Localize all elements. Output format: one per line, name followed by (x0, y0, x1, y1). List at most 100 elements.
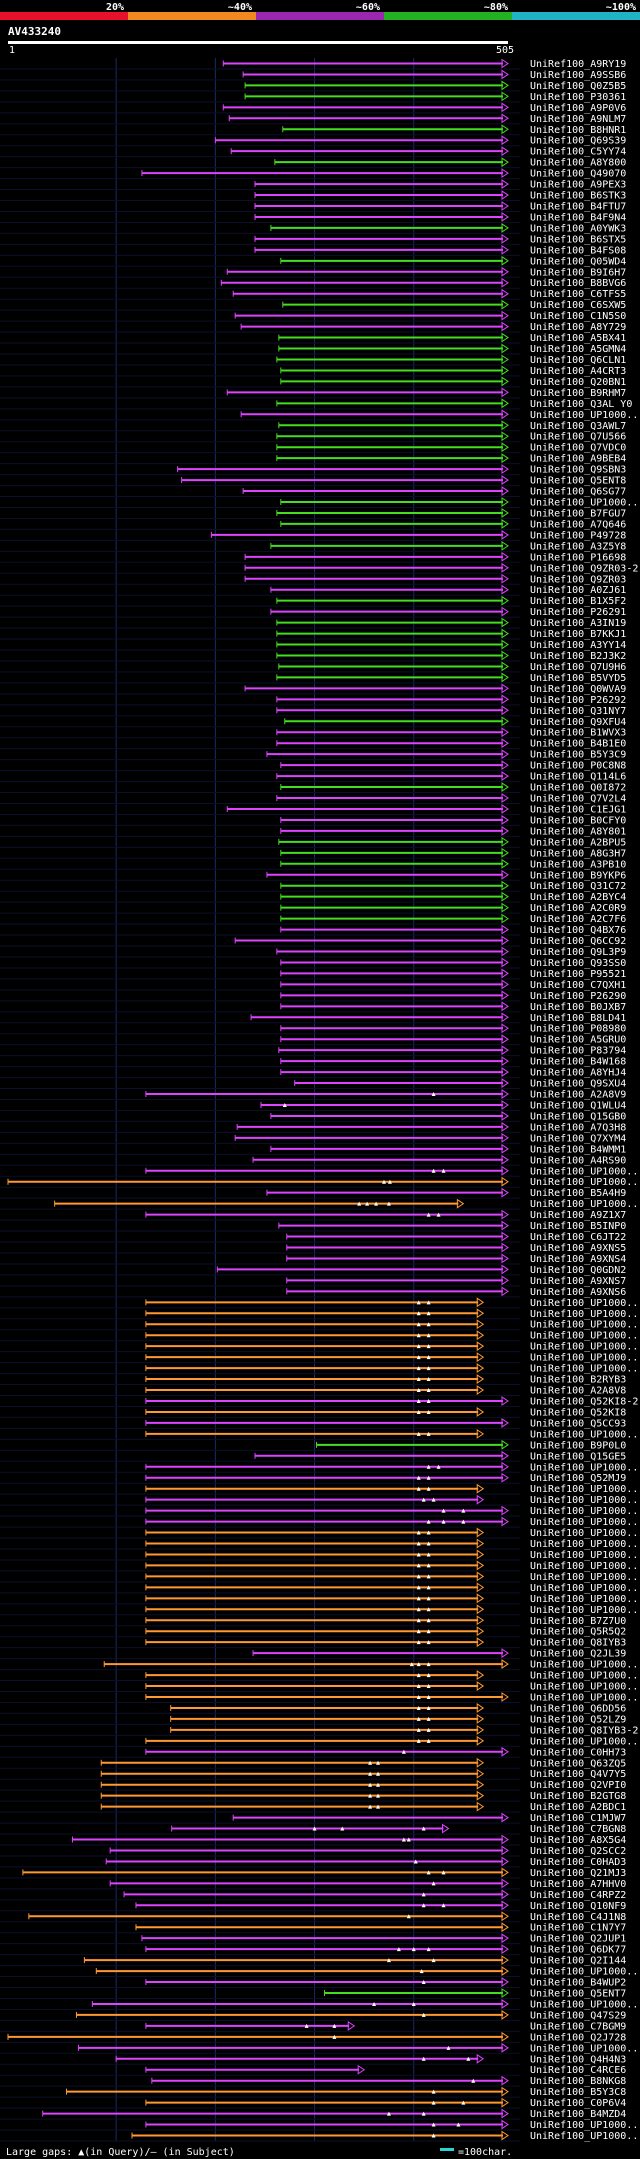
hit-row[interactable]: UniRef100_A7Q3H8 (0, 1121, 626, 1133)
hit-label[interactable]: UniRef100_A2BPU5 (530, 837, 626, 848)
hit-row[interactable]: UniRef100_Q2VPI0 (0, 1779, 626, 1791)
hit-row[interactable]: UniRef100_A3IN19 (0, 617, 626, 629)
hit-row[interactable]: UniRef100_B8HNR1 (0, 124, 626, 136)
hit-row[interactable]: UniRef100_Q9L3P9 (0, 946, 626, 958)
hit-label[interactable]: UniRef100_Q0GDN2 (530, 1265, 626, 1276)
hit-label[interactable]: UniRef100_C7BGM9 (530, 2021, 626, 2032)
hit-row[interactable]: UniRef100_C1N5S0 (0, 310, 626, 322)
hit-label[interactable]: UniRef100_B5Y3C9 (530, 750, 626, 761)
hit-row[interactable]: UniRef100_UP1000... (0, 1604, 640, 1616)
hit-label[interactable]: UniRef100_UP1000... (530, 1309, 640, 1320)
hit-row[interactable]: UniRef100_B9I6H7 (0, 266, 626, 278)
hit-row[interactable]: UniRef100_A2BPU5 (0, 836, 626, 848)
hit-row[interactable]: UniRef100_C0HH73 (0, 1746, 626, 1758)
hit-row[interactable]: UniRef100_A4RS90 (0, 1154, 626, 1166)
hit-label[interactable]: UniRef100_UP1000... (530, 1331, 640, 1342)
hit-row[interactable]: UniRef100_C4RPZ2 (0, 1889, 626, 1901)
hit-label[interactable]: UniRef100_C1MJW7 (530, 1813, 626, 1824)
hit-label[interactable]: UniRef100_UP1000... (530, 1320, 640, 1331)
hit-row[interactable]: UniRef100_P30361 (0, 91, 626, 103)
hit-row[interactable]: UniRef100_UP1000... (0, 1176, 640, 1188)
hit-row[interactable]: UniRef100_Q7U9H6 (0, 661, 626, 673)
hit-row[interactable]: UniRef100_A9RY19 (0, 58, 626, 70)
hit-label[interactable]: UniRef100_B6STX5 (530, 234, 626, 245)
hit-label[interactable]: UniRef100_A3Z5Y8 (530, 541, 626, 552)
hit-row[interactable]: UniRef100_Q05WD4 (0, 255, 626, 267)
hit-row[interactable]: UniRef100_Q15GE5 (0, 1450, 626, 1462)
hit-row[interactable]: UniRef100_UP1000... (0, 1352, 640, 1364)
hit-label[interactable]: UniRef100_C1N7Y7 (530, 1923, 626, 1934)
hit-label[interactable]: UniRef100_Q9SXU4 (530, 1079, 626, 1090)
hit-label[interactable]: UniRef100_B8BVG6 (530, 278, 626, 289)
hit-row[interactable]: UniRef100_B8NKG8 (0, 2075, 626, 2087)
hit-row[interactable]: UniRef100_P49728 (0, 529, 626, 541)
hit-label[interactable]: UniRef100_Q7U566 (530, 432, 626, 443)
hit-label[interactable]: UniRef100_UP1000... (530, 1298, 640, 1309)
hit-row[interactable]: UniRef100_B6STK3 (0, 190, 626, 202)
hit-row[interactable]: UniRef100_Q47S29 (0, 2009, 626, 2021)
hit-label[interactable]: UniRef100_B8LD41 (530, 1013, 626, 1024)
hit-label[interactable]: UniRef100_P26291 (530, 607, 626, 618)
hit-label[interactable]: UniRef100_Q2JUP1 (530, 1934, 626, 1945)
hit-label[interactable]: UniRef100_A0YWK3 (530, 223, 626, 234)
hit-row[interactable]: UniRef100_B4W168 (0, 1056, 626, 1068)
hit-row[interactable]: UniRef100_A3YY14 (0, 639, 626, 651)
hit-row[interactable]: UniRef100_UP1000... (0, 1198, 640, 1210)
hit-label[interactable]: UniRef100_UP1000... (530, 1550, 640, 1561)
hit-label[interactable]: UniRef100_B7Z7U0 (530, 1616, 626, 1627)
hit-row[interactable]: UniRef100_Q5R5Q2 (0, 1626, 626, 1638)
hit-row[interactable]: UniRef100_B5Y3C9 (0, 749, 626, 761)
hit-row[interactable]: UniRef100_UP1000... (0, 1319, 640, 1331)
hit-label[interactable]: UniRef100_UP1000... (530, 1561, 640, 1572)
hit-label[interactable]: UniRef100_A3YY14 (530, 640, 626, 651)
hit-row[interactable]: UniRef100_B0CFY0 (0, 815, 626, 826)
hit-row[interactable]: UniRef100_P26292 (0, 694, 626, 706)
hit-label[interactable]: UniRef100_UP1000... (530, 1605, 640, 1616)
hit-row[interactable]: UniRef100_UP1000... (0, 1308, 640, 1320)
hit-row[interactable]: UniRef100_A9XNS4 (0, 1253, 626, 1265)
hit-label[interactable]: UniRef100_Q49070 (530, 169, 626, 180)
hit-label[interactable]: UniRef100_Q15GB0 (530, 1111, 626, 1122)
hit-row[interactable]: UniRef100_Q4V7Y5 (0, 1768, 626, 1780)
hit-row[interactable]: UniRef100_A9XNS7 (0, 1275, 626, 1287)
hit-row[interactable]: UniRef100_B4F9N4 (0, 212, 626, 223)
hit-label[interactable]: UniRef100_A4RS90 (530, 1155, 626, 1166)
hit-label[interactable]: UniRef100_A9PEX3 (530, 180, 626, 191)
hit-row[interactable]: UniRef100_UP1000... (0, 1735, 640, 1747)
hit-row[interactable]: UniRef100_Q5CC93 (0, 1417, 626, 1429)
hit-label[interactable]: UniRef100_UP1000... (530, 1495, 640, 1506)
hit-row[interactable]: UniRef100_Q114L6 (0, 771, 626, 783)
hit-label[interactable]: UniRef100_P49728 (530, 530, 626, 541)
hit-row[interactable]: UniRef100_UP1000... (0, 1681, 640, 1693)
hit-label[interactable]: UniRef100_UP1000... (530, 1594, 640, 1605)
hit-label[interactable]: UniRef100_UP1000... (530, 1528, 640, 1539)
hit-row[interactable]: UniRef100_UP1000... (0, 1505, 640, 1517)
hit-label[interactable]: UniRef100_UP1000... (530, 1660, 640, 1671)
hit-row[interactable]: UniRef100_A9BEB4 (0, 453, 626, 465)
hit-label[interactable]: UniRef100_Q4H4N3 (530, 2054, 626, 2065)
hit-row[interactable]: UniRef100_Q9SBN3 (0, 464, 626, 476)
hit-row[interactable]: UniRef100_Q5ENT7 (0, 1988, 626, 1999)
hit-row[interactable]: UniRef100_Q52LZ9 (0, 1713, 626, 1725)
hit-row[interactable]: UniRef100_Q2JL39 (0, 1648, 626, 1660)
hit-row[interactable]: UniRef100_P0C8N8 (0, 760, 626, 772)
hit-label[interactable]: UniRef100_UP1000... (530, 1199, 640, 1210)
hit-label[interactable]: UniRef100_B4FTU7 (530, 202, 626, 213)
hit-row[interactable]: UniRef100_Q2J728 (0, 2031, 626, 2043)
hit-row[interactable]: UniRef100_B5A4H9 (0, 1187, 626, 1199)
hit-row[interactable]: UniRef100_B9P0L0 (0, 1439, 626, 1451)
hit-row[interactable]: UniRef100_A2C0R9 (0, 902, 626, 914)
hit-row[interactable]: UniRef100_P26290 (0, 990, 626, 1002)
hit-label[interactable]: UniRef100_C6TFS5 (530, 289, 626, 300)
hit-label[interactable]: UniRef100_B1WVX3 (530, 728, 626, 739)
hit-row[interactable]: UniRef100_A0ZJ61 (0, 584, 626, 596)
hit-row[interactable]: UniRef100_Q7VDC0 (0, 442, 626, 454)
hit-row[interactable]: UniRef100_UP1000... (0, 1297, 640, 1309)
hit-row[interactable]: UniRef100_B4FTU7 (0, 201, 626, 213)
hit-label[interactable]: UniRef100_Q7U9H6 (530, 662, 626, 673)
hit-label[interactable]: UniRef100_Q8IYB3 (530, 1638, 626, 1649)
hit-row[interactable]: UniRef100_UP1000... (0, 1483, 640, 1495)
hit-row[interactable]: UniRef100_A3Z5Y8 (0, 540, 626, 552)
hit-label[interactable]: UniRef100_UP1000... (530, 2131, 640, 2142)
hit-label[interactable]: UniRef100_Q6SG77 (530, 487, 626, 498)
